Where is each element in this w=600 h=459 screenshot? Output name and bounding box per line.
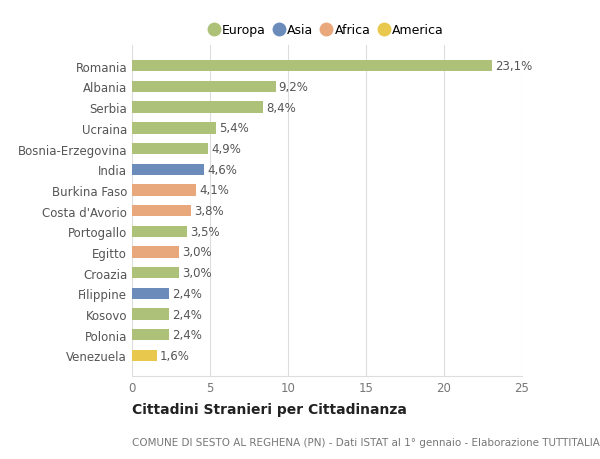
Bar: [132, 164, 204, 175]
Bar: [132, 288, 169, 299]
Text: COMUNE DI SESTO AL REGHENA (PN) - Dati ISTAT al 1° gennaio - Elaborazione TUTTIT: COMUNE DI SESTO AL REGHENA (PN) - Dati I…: [132, 437, 600, 447]
Text: 4,6%: 4,6%: [207, 163, 237, 176]
Bar: [132, 226, 187, 237]
Text: 4,9%: 4,9%: [212, 143, 241, 156]
Text: 2,4%: 2,4%: [173, 329, 202, 341]
Bar: [132, 185, 196, 196]
Text: 2,4%: 2,4%: [173, 308, 202, 321]
Text: 3,5%: 3,5%: [190, 225, 220, 238]
Text: 3,0%: 3,0%: [182, 246, 212, 259]
Bar: [132, 247, 179, 258]
Text: 5,4%: 5,4%: [220, 122, 249, 135]
Bar: [132, 61, 493, 72]
Bar: [132, 123, 216, 134]
Bar: [132, 102, 263, 113]
Legend: Europa, Asia, Africa, America: Europa, Asia, Africa, America: [206, 19, 448, 42]
Bar: [132, 309, 169, 320]
Text: 3,0%: 3,0%: [182, 267, 212, 280]
Text: 9,2%: 9,2%: [278, 81, 308, 94]
Text: 1,6%: 1,6%: [160, 349, 190, 362]
Text: Cittadini Stranieri per Cittadinanza: Cittadini Stranieri per Cittadinanza: [132, 402, 407, 416]
Bar: [132, 268, 179, 279]
Bar: [132, 350, 157, 361]
Bar: [132, 144, 208, 155]
Text: 8,4%: 8,4%: [266, 101, 296, 114]
Text: 2,4%: 2,4%: [173, 287, 202, 300]
Text: 4,1%: 4,1%: [199, 184, 229, 197]
Bar: [132, 330, 169, 341]
Text: 23,1%: 23,1%: [496, 60, 533, 73]
Text: 3,8%: 3,8%: [194, 205, 224, 218]
Bar: [132, 82, 275, 93]
Bar: [132, 206, 191, 217]
